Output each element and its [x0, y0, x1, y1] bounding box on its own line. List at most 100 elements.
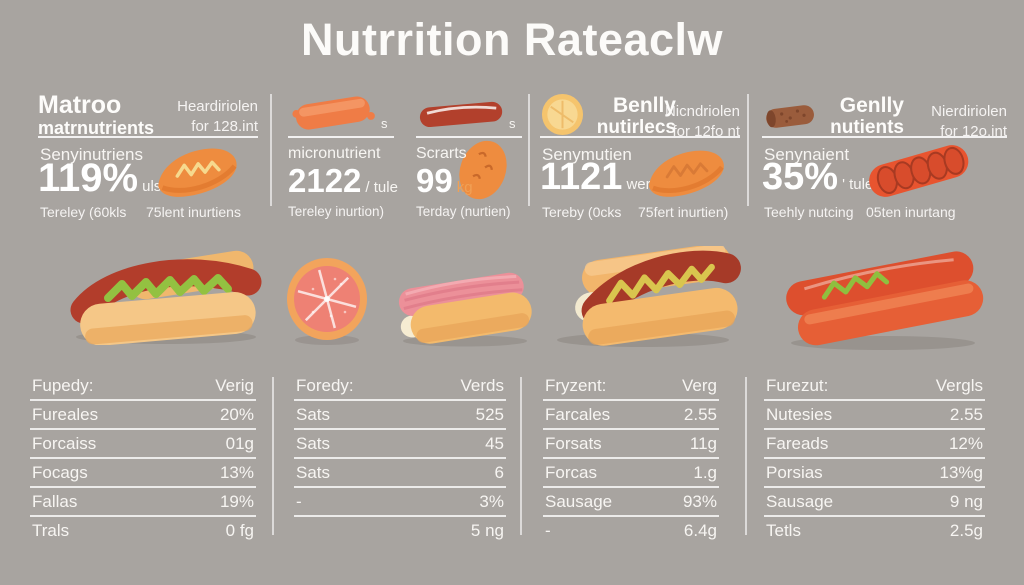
double-red-sausage-illustration — [786, 251, 984, 350]
column-heading: Matroo matrnutrients Heardiriolen for 12… — [38, 92, 258, 139]
column-divider — [270, 94, 272, 206]
stat-value: 1121 — [540, 156, 623, 198]
heading-line2: nutients — [830, 117, 904, 139]
table-row: Tetls 2.5g — [764, 517, 985, 544]
stat-column-macro: Matroo matrnutrients Heardiriolen for 12… — [38, 92, 258, 224]
stat-value: 35% — [762, 156, 839, 198]
hotdog-blob-icon — [459, 140, 507, 200]
table-row: Sats 525 — [294, 401, 506, 430]
stat-column-benlly: Benlly nutirlecs Nicndriolen for 12fo nt… — [540, 92, 740, 224]
citrus-circle-icon — [541, 93, 584, 136]
row-label: Nutesies — [766, 404, 833, 424]
divider-line — [288, 136, 394, 138]
row-label: Fareads — [766, 433, 829, 453]
heading-line1: Benlly — [612, 94, 676, 117]
row-value: 12% — [948, 433, 983, 453]
stat-value-line: 1121 wer — [540, 156, 651, 199]
header-value: Verig — [215, 375, 254, 395]
stat-footnote: Tereley (60kls — [40, 204, 127, 220]
row-value: 2.5g — [949, 520, 983, 540]
icon-tag: s — [381, 116, 388, 131]
stat-label: Senymutien — [542, 145, 632, 164]
row-value: 19% — [219, 491, 254, 511]
table-divider — [272, 377, 274, 535]
row-value: 1.g — [693, 462, 717, 482]
divider-line — [762, 136, 1007, 138]
table-divider — [745, 377, 747, 535]
brown-sausage-icon — [766, 105, 814, 128]
table-divider — [520, 377, 522, 535]
row-label: - — [545, 520, 551, 540]
row-label: Fureales — [32, 404, 99, 424]
row-label: Farcales — [545, 404, 611, 424]
table-row: Forcas 1.g — [543, 459, 719, 488]
table-row: - 3% — [294, 488, 506, 517]
header-label: Foredy: — [296, 375, 354, 395]
table-row: Sats 6 — [294, 459, 506, 488]
image-caption: 75lent inurtiens — [146, 204, 241, 220]
row-value: 2.55 — [949, 404, 983, 424]
image-caption: 75fert inurtien) — [638, 204, 729, 220]
table-row: Trals 0 fg — [30, 517, 256, 544]
row-value: 01g — [225, 433, 254, 453]
column-subheading: Nicndriolen for 12fo nt — [664, 103, 740, 140]
table-row: Forsats 11g — [543, 430, 719, 459]
image-caption: 05ten inurtang — [866, 204, 956, 220]
row-label: Forcaiss — [32, 433, 97, 453]
table-row: Fureales 20% — [30, 401, 256, 430]
row-label: Sausage — [766, 491, 834, 511]
table-row: Focags 13% — [30, 459, 256, 488]
row-value: 93% — [682, 491, 717, 511]
column-subheading: Heardiriolen for 128.int — [177, 98, 258, 135]
divider-line — [38, 136, 258, 138]
row-label: Trals — [32, 520, 70, 540]
nutrition-table-3: Fryzent: Verg Farcales 2.55 Forsats 11g … — [543, 372, 719, 544]
table-header-row: Fupedy: Verig — [30, 372, 256, 401]
row-label: Focags — [32, 462, 88, 482]
column-divider — [747, 94, 749, 206]
table-row: - 6.4g — [543, 517, 719, 544]
header-value: Verds — [460, 375, 504, 395]
row-label: Forcas — [545, 462, 597, 482]
row-label: Fallas — [32, 491, 78, 511]
header-label: Fryzent: — [545, 375, 607, 395]
mini-stat-block: s Scrarts 99 kg Terday (nurtien) — [416, 92, 522, 224]
row-value: 3% — [479, 491, 504, 511]
mini-stat-block: s micronutrient 2122/ tule Tereley inurt… — [288, 92, 398, 224]
row-label: Sausage — [545, 491, 613, 511]
row-value: 5 ng — [470, 520, 504, 540]
table-row: Sats 45 — [294, 430, 506, 459]
row-label: Sats — [296, 462, 331, 482]
page-title: Nutrrition Rateaclw — [300, 14, 724, 65]
heading-line1: Genlly — [839, 94, 904, 117]
table-row: Porsias 13%g — [764, 459, 985, 488]
stat-footnote: Teehly nutcing — [764, 204, 854, 220]
stat-footnote: Terday (nurtien) — [416, 204, 511, 219]
stat-suffix: ' tule — [842, 176, 874, 193]
stat-suffix: uls — [142, 178, 162, 195]
nutrition-table-4: Furezut: Vergls Nutesies 2.55 Fareads 12… — [764, 372, 985, 544]
column-heading: Genlly nutients — [824, 94, 904, 139]
header-value: Vergls — [935, 375, 983, 395]
stat-label: Scrarts — [416, 145, 467, 162]
nutrition-table-2: Foredy: Verds Sats 525 Sats 45 Sats 6 - … — [294, 372, 506, 544]
row-value: 9 ng — [949, 491, 983, 511]
table-row: Sausage 9 ng — [764, 488, 985, 517]
column-heading: Benlly nutirlecs — [592, 94, 676, 139]
nutrition-table-1: Fupedy: Verig Fureales 20% Forcaiss 01g … — [30, 372, 256, 544]
row-value: 45 — [485, 433, 504, 453]
row-value: 6 — [494, 462, 504, 482]
hotdog-mustard-illustration — [557, 246, 741, 347]
row-value: 2.55 — [683, 404, 717, 424]
row-value: 6.4g — [683, 520, 717, 540]
stat-suffix: wer — [626, 176, 651, 193]
header-value: Verg — [682, 375, 717, 395]
table-row: Fareads 12% — [764, 430, 985, 459]
stat-value: 2122 — [288, 162, 362, 199]
table-row: Sausage 93% — [543, 488, 719, 517]
header-label: Furezut: — [766, 375, 829, 395]
row-label: Sats — [296, 433, 331, 453]
stat-footnote: Tereley inurtion) — [288, 204, 385, 219]
header-label: Fupedy: — [32, 375, 94, 395]
sausage-dark-icon — [419, 101, 503, 128]
